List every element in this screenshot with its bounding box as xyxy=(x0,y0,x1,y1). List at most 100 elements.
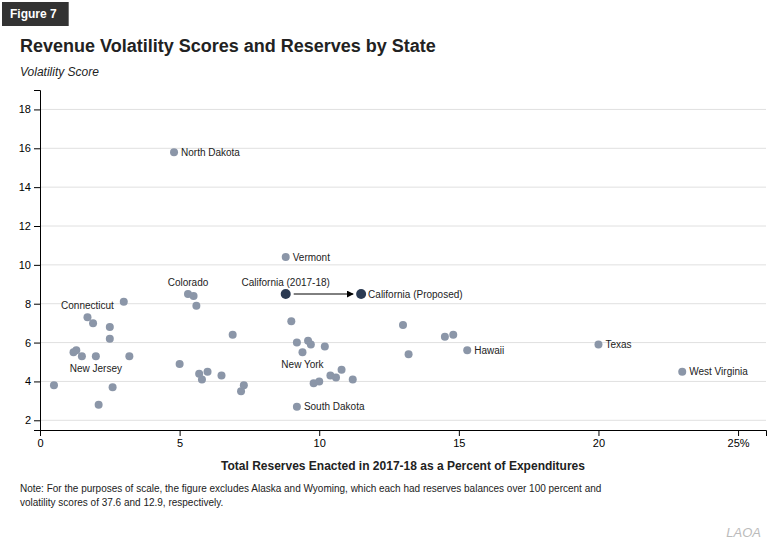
point-label: Vermont xyxy=(293,252,330,263)
arrow xyxy=(294,294,353,295)
y-tick-mark xyxy=(34,381,40,382)
grid-line xyxy=(40,342,766,343)
grid xyxy=(40,109,766,420)
point xyxy=(50,381,58,389)
y-tick: 16 xyxy=(19,142,40,154)
point xyxy=(349,375,357,383)
point xyxy=(281,289,291,299)
point xyxy=(282,253,290,261)
x-axis: 0510152025% xyxy=(37,430,766,449)
x-tick-mark xyxy=(598,430,599,436)
x-axis-line xyxy=(41,431,767,437)
y-tick-mark xyxy=(34,148,40,149)
point xyxy=(678,368,686,376)
grid-line xyxy=(40,226,766,227)
y-axis: 2 4 6 8 10 12 14 16 18 xyxy=(19,91,41,431)
y-tick-label: 16 xyxy=(19,142,31,154)
x-tick: 20 xyxy=(593,430,605,449)
x-tick-mark xyxy=(180,430,181,436)
point xyxy=(125,352,133,360)
y-tick-label: 18 xyxy=(19,103,31,115)
grid-line xyxy=(40,303,766,304)
y-tick-mark xyxy=(34,109,40,110)
point xyxy=(176,360,184,368)
grid-line xyxy=(40,148,766,149)
y-tick-label: 12 xyxy=(19,220,31,232)
point-labels: Connecticut New Jersey North Dakota Colorad… xyxy=(61,147,748,413)
point xyxy=(463,346,471,354)
x-tick-label: 15 xyxy=(453,437,465,449)
point xyxy=(321,342,329,350)
point xyxy=(198,375,206,383)
x-axis-title: Total Reserves Enacted in 2017-18 as a P… xyxy=(221,459,585,473)
point xyxy=(594,341,602,349)
point xyxy=(109,383,117,391)
point xyxy=(120,298,128,306)
chart: Figure 7 Revenue Volatility Scores and Re… xyxy=(0,0,781,549)
point xyxy=(356,289,366,299)
header-band xyxy=(2,2,69,26)
y-tick-label: 14 xyxy=(19,181,31,193)
point xyxy=(95,401,103,409)
y-tick: 4 xyxy=(25,375,40,387)
y-axis-line xyxy=(34,91,41,431)
note-line: Note: For the purposes of scale, the fig… xyxy=(20,483,601,494)
y-tick-label: 8 xyxy=(25,298,31,310)
x-tick: 0 xyxy=(37,430,43,449)
points xyxy=(50,148,686,411)
point-label: California (Proposed) xyxy=(368,289,463,300)
point xyxy=(106,323,114,331)
y-tick-label: 2 xyxy=(25,414,31,426)
point xyxy=(204,368,212,376)
point xyxy=(190,292,198,300)
y-tick: 12 xyxy=(19,220,40,232)
point xyxy=(218,372,226,380)
point xyxy=(307,341,315,349)
x-tick: 15 xyxy=(453,430,465,449)
point-label: Hawaii xyxy=(474,345,504,356)
y-tick-mark xyxy=(34,304,40,305)
point xyxy=(293,403,301,411)
point-label: Colorado xyxy=(168,277,209,288)
y-tick: 10 xyxy=(19,259,40,271)
title: Revenue Volatility Scores and Reserves b… xyxy=(20,36,436,56)
x-tick-mark xyxy=(738,430,739,436)
plot: 0510152025%24681012141618ConnecticutNew … xyxy=(19,91,767,449)
y-tick-mark xyxy=(34,265,40,266)
x-tick-label: 5 xyxy=(177,437,183,449)
point xyxy=(72,346,80,354)
point xyxy=(83,313,91,321)
y-tick-mark xyxy=(34,343,40,344)
grid-line xyxy=(40,109,766,110)
point xyxy=(229,331,237,339)
figure-label: Figure 7 xyxy=(10,7,57,21)
header: Figure 7 xyxy=(2,2,69,26)
point-label: Texas xyxy=(605,339,631,350)
y-tick-label: 4 xyxy=(25,375,31,387)
grid-line xyxy=(40,264,766,265)
point xyxy=(78,352,86,360)
point-label: New Jersey xyxy=(70,363,122,374)
note: Note: For the purposes of scale, the fig… xyxy=(20,483,601,508)
point xyxy=(106,335,114,343)
point xyxy=(449,331,457,339)
point xyxy=(170,148,178,156)
y-tick-label: 6 xyxy=(25,337,31,349)
x-tick-label: 20 xyxy=(593,437,605,449)
grid-line xyxy=(40,381,766,382)
point xyxy=(89,319,97,327)
x-tick-label: 10 xyxy=(314,437,326,449)
point-label: New York xyxy=(281,359,324,370)
x-tick-label: 0 xyxy=(37,437,43,449)
y-tick-mark xyxy=(34,226,40,227)
point xyxy=(315,377,323,385)
point-label: North Dakota xyxy=(181,147,240,158)
y-tick: 2 xyxy=(25,414,40,426)
point xyxy=(293,339,301,347)
point xyxy=(332,374,340,382)
point xyxy=(192,302,200,310)
point-label: Connecticut xyxy=(61,300,114,311)
x-tick: 10 xyxy=(314,430,326,449)
point xyxy=(405,350,413,358)
point xyxy=(240,381,248,389)
